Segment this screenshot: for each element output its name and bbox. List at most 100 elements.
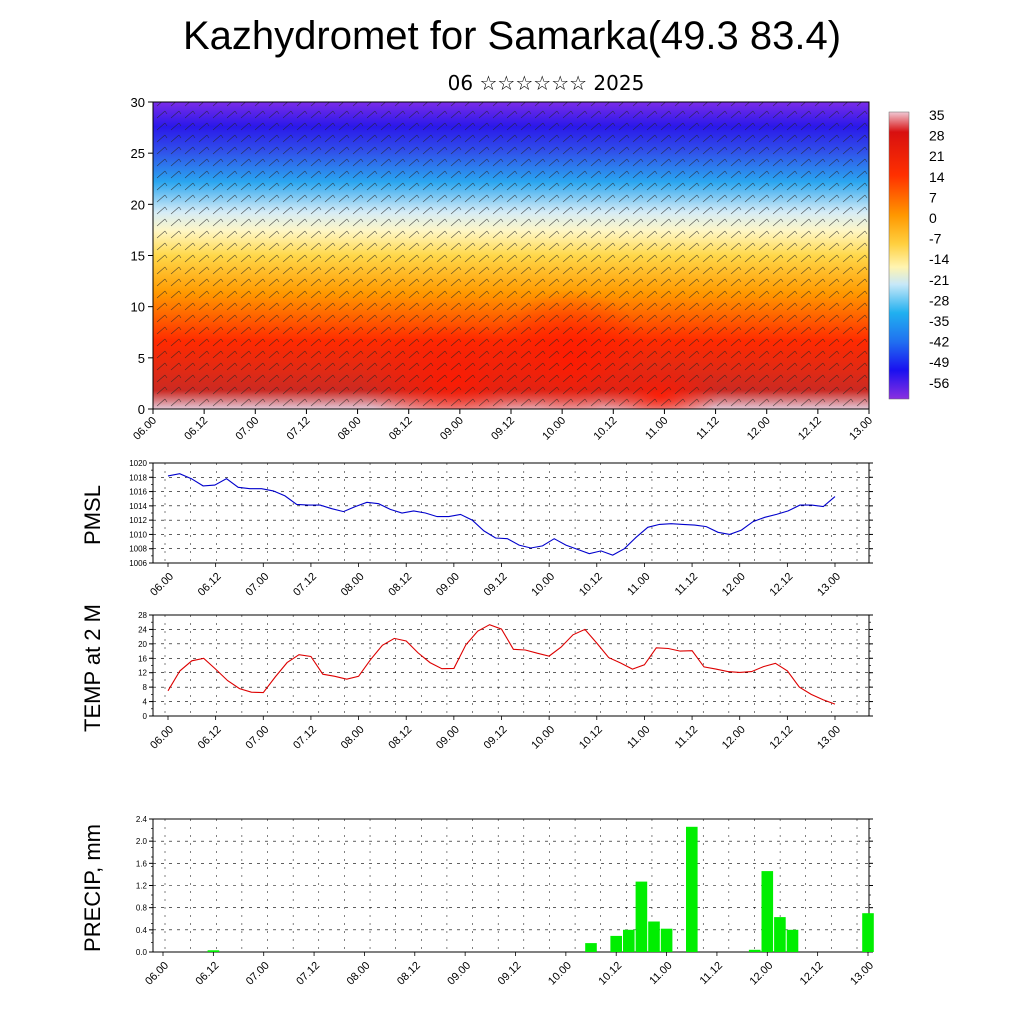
colorbar-label: 21	[929, 148, 945, 164]
panel-frame	[152, 462, 870, 564]
y-tick-label: 20	[138, 640, 147, 649]
x-tick-label: 08.12	[386, 571, 414, 599]
x-tick-label: 12.12	[796, 415, 824, 443]
panel-precip-mm: 0.0 0.4 0.8 1.2 1.6 2.0 2.4 06.00 06.12 07.00 07.1…	[80, 815, 876, 988]
y-tick-label: 15	[131, 249, 145, 264]
x-tick-label: 13.00	[848, 960, 876, 988]
x-tick-label: 08.00	[339, 724, 367, 752]
y-tick-label: 0	[138, 402, 145, 417]
y-tick-label: 0.8	[136, 904, 148, 913]
precip-bar	[635, 881, 648, 952]
x-tick-label: 06.12	[194, 960, 222, 988]
y-tick-label: 0.4	[136, 926, 148, 935]
y-tick-label: 2.4	[136, 815, 148, 824]
y-tick-label: 12	[138, 669, 147, 678]
x-tick-label: 08.12	[395, 960, 423, 988]
y-tick-label: 24	[138, 625, 147, 634]
colorbar-label: -42	[929, 334, 949, 350]
x-tick-label: 09.00	[434, 571, 462, 599]
x-tick-label: 12.00	[745, 415, 773, 443]
y-tick-label: 8	[143, 683, 148, 692]
colorbar-label: -28	[929, 292, 949, 308]
series-line	[167, 624, 836, 705]
wind-barbs	[153, 102, 869, 409]
y-axis-label: PMSL	[80, 485, 105, 545]
x-tick-label: 09.12	[489, 415, 517, 443]
x-tick-label: 11.00	[625, 724, 652, 751]
x-tick-label: 11.00	[625, 571, 652, 598]
x-tick-label: 09.12	[482, 724, 510, 752]
y-tick-label: 20	[131, 197, 145, 212]
y-tick-label: 4	[143, 698, 148, 707]
x-tick-label: 07.00	[243, 724, 271, 752]
y-tick-label: 1006	[129, 559, 147, 568]
precip-bar	[748, 949, 761, 952]
x-tick-label: 11.12	[694, 415, 721, 442]
x-tick-label: 08.12	[387, 415, 415, 443]
colorbar-label: -49	[929, 354, 949, 370]
panel-temp-at-2-m: 0 4 8 12 16 20 24 28 06.00 06.12 07.00 07.12 08.00 08…	[80, 604, 873, 752]
y-tick-label: 1020	[129, 459, 147, 468]
cross-section-y-axis: 0 5 10 15 20 25 30	[131, 95, 153, 417]
y-tick-label: 28	[138, 611, 147, 620]
y-tick-label: 0	[143, 712, 148, 721]
precip-bar	[207, 950, 220, 952]
x-tick-label: 07.12	[291, 724, 319, 752]
colorbar-label: -14	[929, 251, 949, 267]
x-tick-label: 08.00	[345, 960, 373, 988]
x-tick-label: 10.00	[529, 571, 557, 599]
x-tick-label: 13.00	[847, 415, 875, 443]
x-tick-label: 07.00	[243, 571, 271, 599]
x-tick-label: 09.12	[482, 571, 510, 599]
x-tick-label: 08.00	[336, 415, 364, 443]
x-tick-label: 11.12	[698, 960, 725, 987]
colorbar-label: -7	[929, 231, 942, 247]
y-tick-label: 1008	[129, 545, 147, 554]
x-tick-label: 08.00	[339, 571, 367, 599]
colorbar-label: -56	[929, 375, 949, 391]
cross-section-panel: 0 5 10 15 20 25 30 06.00 06.12 07.00 07.12 08.00 08…	[131, 95, 876, 443]
y-tick-label: 1016	[129, 488, 147, 497]
y-axis-label: TEMP at 2 M	[80, 604, 105, 732]
colorbar-label: 35	[929, 107, 945, 123]
series-line	[167, 473, 836, 556]
colorbar-label: -21	[929, 272, 949, 288]
precip-bar	[610, 935, 622, 952]
x-tick-label: 07.12	[291, 571, 319, 599]
x-tick-label: 12.00	[747, 960, 775, 988]
chart-title: Kazhydromet for Samarka(49.3 83.4)	[182, 14, 842, 58]
panel-pmsl: 1006 1008 1010 1012 1014 1016 1018 1020 06.00 06.…	[80, 459, 873, 599]
y-tick-label: 1014	[129, 502, 147, 511]
colorbar: 35 28 21 14 7 0 -7 -14 -21 -28 -35 -42 -49 -56	[888, 107, 949, 400]
x-tick-label: 09.00	[445, 960, 473, 988]
x-tick-label: 13.00	[815, 571, 843, 599]
x-tick-label: 09.12	[496, 960, 524, 988]
x-tick-label: 12.12	[768, 571, 796, 599]
x-tick-label: 06.00	[148, 724, 176, 752]
x-tick-label: 12.12	[768, 724, 796, 752]
precip-bar	[761, 871, 774, 952]
y-tick-label: 1.6	[136, 859, 148, 868]
panel-frame	[152, 614, 870, 717]
colorbar-label: 28	[929, 128, 945, 144]
y-tick-label: 2.0	[136, 837, 148, 846]
y-tick-label: 25	[131, 146, 145, 161]
x-tick-label: 06.12	[182, 415, 210, 443]
precip-bar	[862, 913, 874, 952]
y-tick-label: 1010	[129, 530, 147, 539]
x-tick-label: 07.12	[294, 960, 322, 988]
x-tick-label: 07.12	[285, 415, 313, 443]
y-tick-label: 30	[131, 95, 145, 110]
precip-bar	[774, 917, 786, 952]
x-tick-label: 11.00	[647, 960, 674, 987]
x-tick-label: 09.00	[434, 724, 462, 752]
precip-bar	[648, 921, 660, 952]
precip-bar	[686, 826, 698, 952]
x-tick-label: 13.00	[815, 724, 843, 752]
precip-bar	[585, 943, 597, 952]
y-tick-label: 10	[131, 300, 145, 315]
x-tick-label: 09.00	[438, 415, 466, 443]
x-tick-label: 10.12	[577, 571, 605, 599]
x-tick-label: 12.00	[720, 724, 748, 752]
